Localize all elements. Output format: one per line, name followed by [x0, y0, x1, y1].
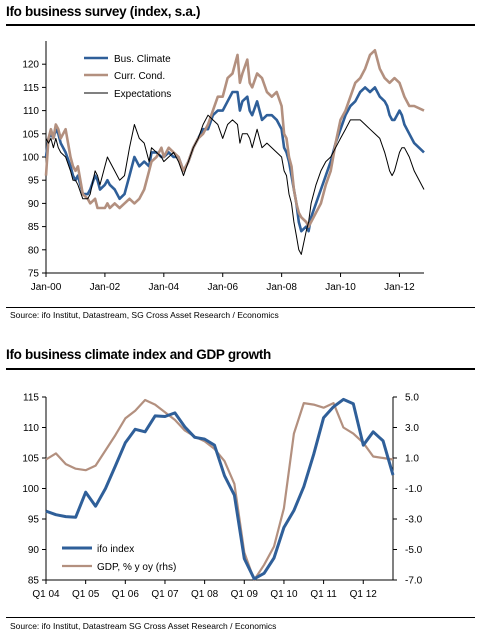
chart1-title-rule: [6, 24, 475, 26]
chart2-y-tick-label: 110: [23, 423, 39, 434]
chart2-y-tick-label: 115: [23, 393, 39, 404]
chart2-y2-tick-label: -7.0: [405, 576, 423, 587]
chart2-y2-tick-label: -1.0: [405, 484, 423, 495]
chart1-source-rule: [6, 307, 475, 308]
chart1-title: Ifo business survey (index, s.a.): [6, 4, 201, 19]
chart1-legend-label-2: Expectations: [114, 89, 171, 100]
chart2-title-rule: [6, 368, 475, 370]
chart1-series-line-2: [45, 114, 425, 255]
chart2-series-line-0: [45, 397, 395, 581]
chart1-plot: 75 80 85 90 95 100 105 110 115 120 Jan-00 Jan-02 Jan…: [22, 41, 425, 293]
chart2-plot: 85 90 95 100 105 110 115 -7.0 -5.0 -3.0 -1.0 1.0 3.0…: [22, 393, 423, 601]
chart2-x-tick-label: Q1 07: [151, 589, 179, 600]
chart2-x-tick-label: Q1 09: [231, 589, 259, 600]
chart2-x-tick-label: Q1 06: [112, 589, 140, 600]
chart1-legend-label-0: Bus. Climate: [114, 54, 171, 65]
chart1-x-tick-label: Jan-04: [149, 282, 180, 293]
chart1-y-tick-label: 110: [23, 106, 39, 117]
chart1-y-tick-label: 90: [28, 199, 40, 210]
chart1-y-tick-label: 80: [28, 245, 40, 256]
chart2-source: Source: ifo Institut, Datastream SG Cros…: [10, 621, 277, 631]
chart2-y-tick-label: 90: [28, 545, 40, 556]
chart2-x-tick-label: Q1 04: [32, 589, 60, 600]
chart1-y-tick-label: 95: [28, 176, 40, 187]
chart2-y2-tick-label: 3.0: [405, 423, 419, 434]
chart1-x-tick-label: Jan-12: [384, 282, 415, 293]
chart2-x-tick-label: Q1 05: [72, 589, 100, 600]
chart1-y-tick-label: 120: [22, 60, 39, 71]
chart1-x-tick-label: Jan-00: [31, 282, 62, 293]
chart2-source-rule: [6, 617, 475, 618]
chart1-y-tick-label: 105: [22, 129, 39, 140]
chart2-y-tick-label: 100: [22, 484, 39, 495]
chart2-y2-tick-label: 5.0: [405, 393, 419, 404]
chart2-y-tick-label: 85: [28, 576, 40, 587]
chart2-y-tick-label: 105: [22, 454, 39, 465]
chart2-legend-label-1: GDP, % y oy (rhs): [97, 562, 176, 573]
chart2-x-tick-label: Q1 10: [270, 589, 298, 600]
chart1-legend-label-1: Curr. Cond.: [114, 71, 165, 82]
chart1-series-line-0: [44, 86, 425, 233]
chart2-y2-tick-label: 1.0: [405, 454, 419, 465]
chart1-series-line-1: [44, 49, 425, 228]
chart2-y2-tick-label: -5.0: [405, 545, 423, 556]
chart1-x-tick-label: Jan-02: [90, 282, 121, 293]
chart2-legend-label-0: ifo index: [97, 544, 134, 555]
chart2-y2-tick-label: -3.0: [405, 515, 423, 526]
chart2-title: Ifo business climate index and GDP growt…: [6, 347, 272, 362]
chart1-source: Source: ifo Institut, Datastream, SG Cro…: [10, 310, 279, 320]
chart1-y-tick-label: 115: [23, 83, 39, 94]
chart1-y-tick-label: 75: [28, 269, 40, 280]
chart2-x-tick-label: Q1 12: [350, 589, 378, 600]
chart2-y-tick-label: 95: [28, 515, 40, 526]
chart1-y-tick-label: 100: [22, 153, 39, 164]
chart1-x-tick-label: Jan-06: [207, 282, 238, 293]
chart1-x-tick-label: Jan-08: [266, 282, 297, 293]
chart1-x-tick-label: Jan-10: [325, 282, 356, 293]
chart2-x-tick-label: Q1 11: [310, 589, 337, 600]
chart1-y-tick-label: 85: [28, 222, 40, 233]
chart2-x-tick-label: Q1 08: [191, 589, 219, 600]
